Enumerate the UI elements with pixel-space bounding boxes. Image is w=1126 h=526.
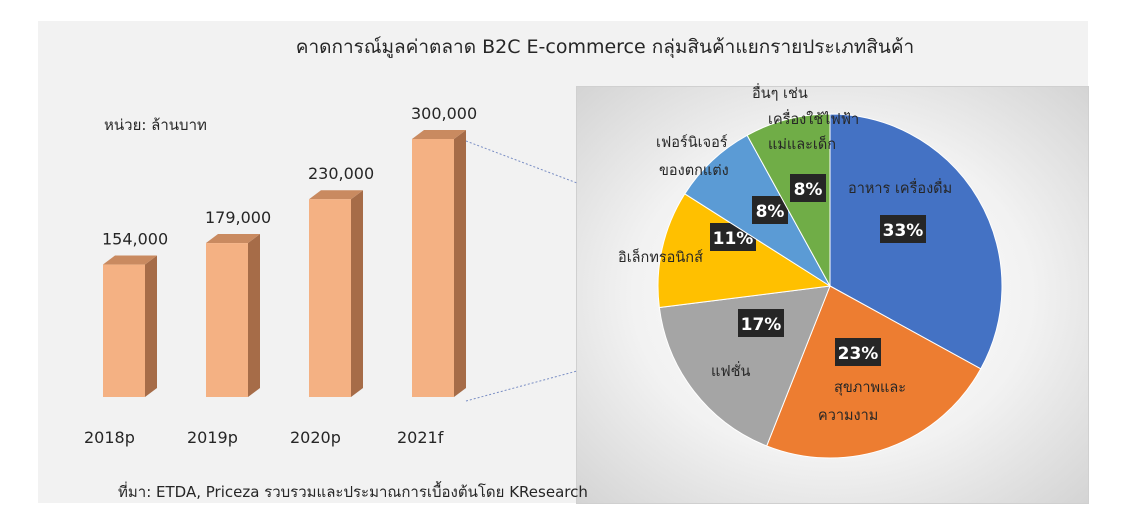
bar-category-label: 2021f — [397, 428, 444, 447]
pie-pct-label: 8% — [794, 180, 823, 200]
bar-2018p — [103, 264, 145, 397]
pie-pct-box — [880, 215, 926, 243]
bar-value-label: 179,000 — [205, 208, 271, 227]
connector-line-bottom — [465, 370, 578, 402]
pie-category-label: สุขภาพและ — [834, 380, 906, 396]
bar-side-2019p — [248, 234, 260, 397]
pie-pct-box — [835, 338, 881, 366]
bar-2020p — [309, 199, 351, 397]
bar-2021f — [412, 139, 454, 397]
bar-top-2020p — [309, 190, 363, 200]
pie-pct-label: 23% — [838, 344, 879, 364]
bar-top-2019p — [206, 234, 260, 244]
connector-line-top — [465, 140, 578, 184]
pie-category-label: เครื่องใช้ไฟฟ้า — [768, 109, 859, 128]
pie-category-label: แฟชั่น — [711, 361, 750, 380]
bar-side-2021f — [454, 130, 466, 397]
pie-pct-box — [752, 196, 788, 224]
chart-title-text: คาดการณ์มูลค่าตลาด B2C E-commerce กลุ่มส… — [295, 36, 915, 58]
pie-category-label: อาหาร เครื่องดื่ม — [848, 178, 952, 197]
pie-category-label: เฟอร์นิเจอร์ — [656, 134, 728, 151]
pie-pct-label: 33% — [883, 221, 924, 241]
bar-category-label: 2020p — [290, 428, 341, 447]
bar-side-2018p — [145, 255, 157, 397]
pie-pct-box — [790, 174, 826, 202]
bar-category-label: 2018p — [84, 428, 135, 447]
pie-category-label: อิเล็กทรอนิกส์ — [618, 247, 703, 266]
pie-pct-label: 17% — [741, 315, 782, 335]
bar-side-2020p — [351, 190, 363, 397]
bar-top-2021f — [412, 130, 466, 139]
pie-category-label: แม่และเด็ก — [768, 134, 836, 153]
bar-top-2018p — [103, 255, 157, 265]
pie-slice-2 — [658, 285, 831, 447]
bar-value-label: 154,000 — [102, 230, 168, 249]
pie-pct-label: 11% — [713, 229, 754, 249]
bar-value-label: 300,000 — [411, 104, 477, 123]
bar-category-label: 2019p — [187, 428, 238, 447]
pie-slice-1 — [766, 285, 982, 459]
pie-pct-label: 8% — [756, 202, 785, 222]
source-note: ที่มา: ETDA, Priceza รวบรวมและประมาณการเ… — [118, 483, 588, 501]
pie-category-label: ความงาม — [818, 408, 878, 424]
unit-label: หน่วย: ล้านบาท — [104, 116, 207, 134]
pie-pct-box — [738, 309, 784, 337]
bar-value-label: 230,000 — [308, 164, 374, 183]
chart-title: คาดการณ์มูลค่าตลาด B2C E-commerce กลุ่มส… — [0, 32, 1126, 62]
pie-slice-5 — [746, 113, 831, 287]
pie-category-label: อื่นๆ เช่น — [752, 83, 808, 102]
pie-category-label: ของตกแต่ง — [659, 163, 729, 179]
bar-2019p — [206, 243, 248, 397]
